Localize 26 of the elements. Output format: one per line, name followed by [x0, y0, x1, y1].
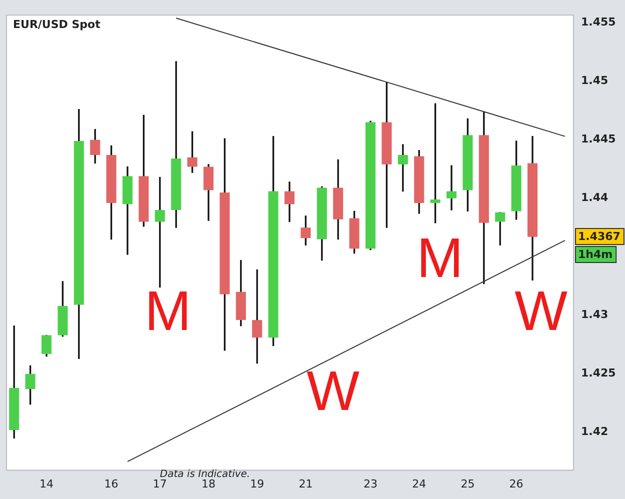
annotation: W [514, 279, 568, 342]
text: 1.4367 [578, 230, 620, 243]
x-tick-label: 23 [364, 477, 378, 490]
x-tick-label: 19 [250, 477, 264, 490]
y-tick-label: 1.455 [581, 16, 616, 29]
y-tick-label: 1.42 [581, 425, 608, 438]
chart-title: EUR/USD Spot [13, 18, 100, 31]
y-tick-label: 1.43 [581, 308, 608, 322]
y-tick-label: 1.425 [581, 366, 616, 380]
x-tick-label: 18 [202, 477, 216, 490]
annotation: M [144, 279, 192, 342]
text: 1h4m [578, 248, 613, 261]
annotation: W [306, 359, 360, 422]
annotation: M [416, 226, 464, 289]
x-tick-label: 16 [104, 477, 118, 490]
y-tick-label: 1.45 [581, 74, 608, 88]
x-tick-label: 14 [40, 477, 54, 490]
x-tick-label: 26 [509, 477, 524, 490]
x-tick-label: 24 [412, 477, 426, 490]
candlestick [446, 165, 457, 210]
x-tick-label: 21 [298, 477, 313, 490]
x-tick-label: 25 [460, 477, 475, 490]
x-tick-label: 17 [152, 477, 167, 490]
y-tick-label: 1.445 [581, 132, 616, 146]
y-tick-label: 1.44 [581, 191, 608, 204]
annotation: Data is Indicative. [160, 469, 250, 480]
